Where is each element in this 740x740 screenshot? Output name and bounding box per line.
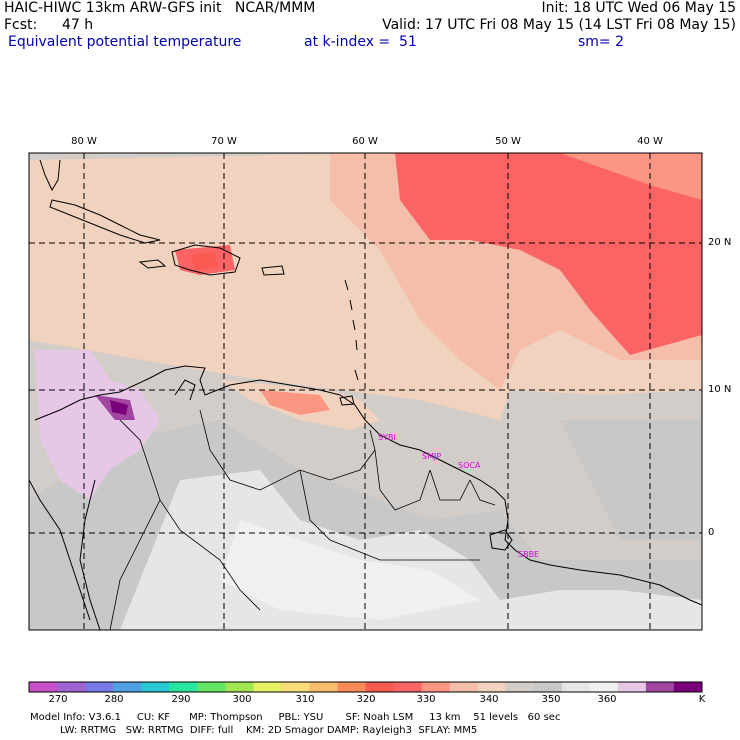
colorbar-swatch [617,682,647,692]
colorbar-swatch [561,682,591,692]
colorbar-label: 330 [416,694,436,705]
smoothing-info: sm= 2 [578,34,625,50]
colorbar-swatch [673,682,703,692]
colorbar-swatch [309,682,338,692]
colorbar-swatch [141,682,170,692]
station-soca: SOCA [458,461,481,470]
lon-label-70w: 70 W [211,136,237,147]
colorbar-label: 310 [295,694,315,705]
colorbar-swatch [421,682,451,692]
field-shading [29,153,702,630]
lon-label-80w: 80 W [71,136,97,147]
station-smjp: SMJP [422,452,442,461]
colorbar-label: 320 [356,694,376,705]
colorbar-unit: K [698,694,706,705]
lon-label-40w: 40 W [637,136,663,147]
colorbar-swatch [113,682,142,692]
fcst-value: 47 h [62,17,94,33]
colorbar-swatch [645,682,675,692]
valid-time: Valid: 17 UTC Fri 08 May 15 (14 LST Fri … [382,17,736,33]
colorbar-label: 270 [48,694,68,705]
colorbar-swatch [29,682,58,692]
model-info-line1: Model Info: V3.6.1 CU: KF MP: Thompson P… [30,712,561,723]
country-borders [109,409,496,630]
colorbar [28,681,703,693]
colorbar-swatch [449,682,479,692]
colorbar-swatch [197,682,226,692]
colorbar-swatch [337,682,366,692]
colorbar-swatch [57,682,86,692]
colorbar-label: 300 [232,694,252,705]
lat-label-20n: 20 N [708,237,732,248]
colorbar-swatch [169,682,198,692]
colorbar-swatch [253,682,282,692]
colorbar-label: 360 [597,694,617,705]
colorbar-swatch [505,682,535,692]
colorbar-swatch [589,682,619,692]
lat-label-10n: 10 N [708,384,732,395]
colorbar-swatch [393,682,423,692]
lon-label-50w: 50 W [495,136,521,147]
colorbar-swatch [281,682,310,692]
lat-label-0: 0 [708,527,715,538]
colorbar-swatch [225,682,254,692]
colorbar-label: 290 [171,694,191,705]
model-info-line2: LW: RRTMG SW: RRTMG DIFF: full KM: 2D Sm… [60,725,478,736]
colorbar-label: 340 [479,694,499,705]
colorbar-border [28,681,703,693]
graticule [29,153,702,630]
coastlines [29,159,702,630]
level-info: at k-index = 51 [304,34,417,50]
colorbar-swatch [85,682,114,692]
colorbar-label: 280 [104,694,124,705]
colorbar-swatch [365,682,395,692]
field-name: Equivalent potential temperature [8,34,242,50]
plot-title: HAIC-HIWC 13km ARW-GFS init NCAR/MMM [4,0,316,16]
init-time: Init: 18 UTC Wed 06 May 15 [541,0,736,16]
colorbar-label: 350 [541,694,561,705]
fcst-label: Fcst: [4,17,38,33]
lon-label-60w: 60 W [352,136,378,147]
station-sybi: SYBI [378,433,396,442]
colorbar-swatch [477,682,507,692]
station-sbbe: SBBE [518,550,540,559]
colorbar-swatch [533,682,563,692]
